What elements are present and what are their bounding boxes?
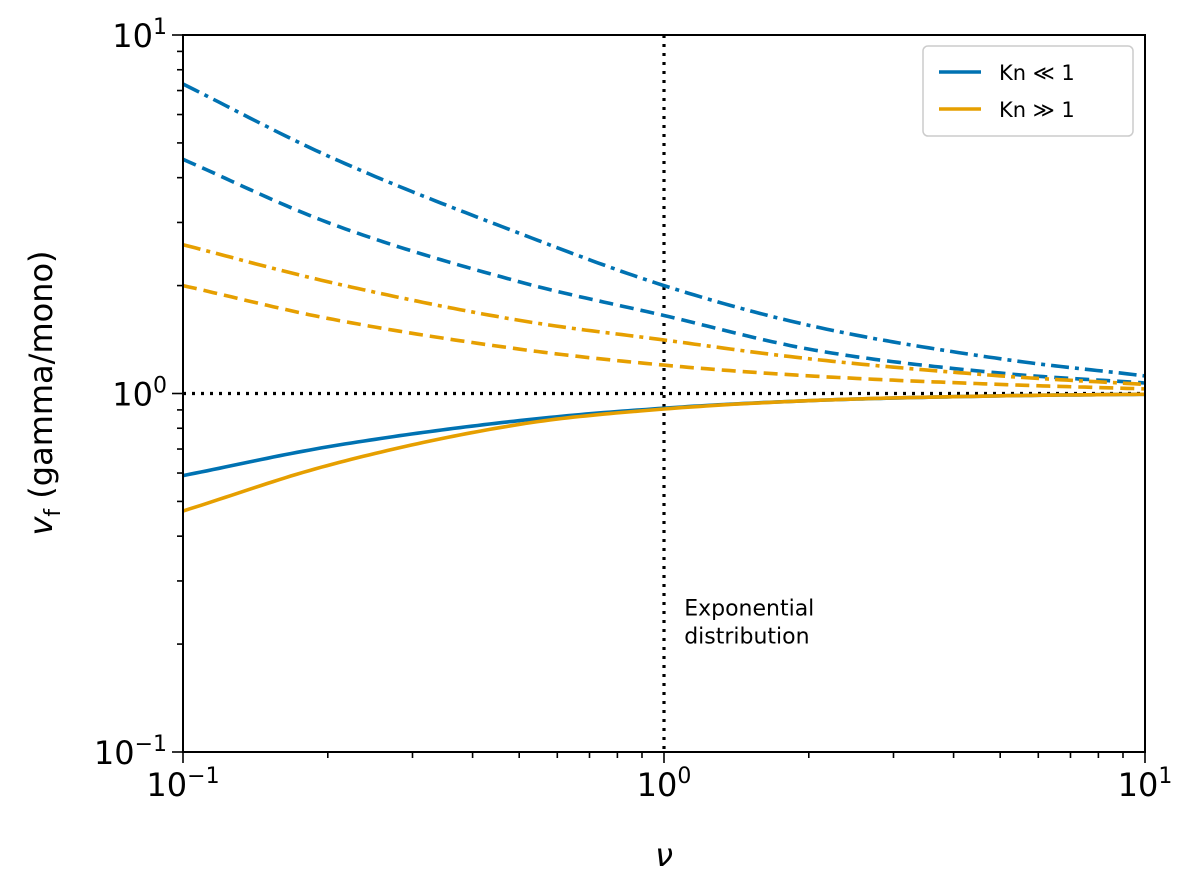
series-layer: [182, 82, 1146, 513]
y-tick-label: 101: [112, 15, 167, 55]
tick-labels: 10−1 100 101 10−1 100 101: [94, 15, 1173, 804]
series-line-4: [182, 392, 1145, 513]
svg-text:vf (gamma/mono): vf (gamma/mono): [22, 250, 66, 535]
series-line-5: [182, 283, 1146, 391]
y-axis-label-text: (gamma/mono): [22, 250, 60, 498]
y-tick-label: 100: [112, 374, 167, 414]
tick-marks: [172, 34, 1146, 763]
x-tick-label: 10−1: [146, 764, 219, 804]
annotation-line: Exponential: [684, 597, 814, 622]
series-line-1: [182, 392, 1145, 478]
annotation-text: Exponential distribution: [684, 597, 814, 650]
series-line-2: [182, 157, 1146, 385]
legend-box: [922, 45, 1134, 137]
y-axis-label: vf (gamma/mono): [22, 250, 66, 535]
series-line-6: [182, 242, 1146, 387]
annotation: Exponential distribution: [684, 597, 814, 650]
reference-lines: [183, 35, 1145, 752]
series-line-3: [182, 82, 1146, 378]
annotation-line: distribution: [684, 625, 809, 650]
legend: Kn ≪ 1 Kn ≫ 1: [922, 45, 1134, 137]
legend-label: Kn ≪ 1: [999, 61, 1075, 85]
y-axis-label-subscript: f: [41, 508, 66, 517]
y-tick-label: 10−1: [94, 732, 167, 772]
x-axis-label: ν: [655, 836, 673, 874]
legend-label: Kn ≫ 1: [999, 98, 1075, 122]
y-axis-label-symbol: v: [22, 516, 60, 536]
x-tick-label: 101: [1118, 764, 1173, 804]
x-tick-label: 100: [637, 764, 692, 804]
